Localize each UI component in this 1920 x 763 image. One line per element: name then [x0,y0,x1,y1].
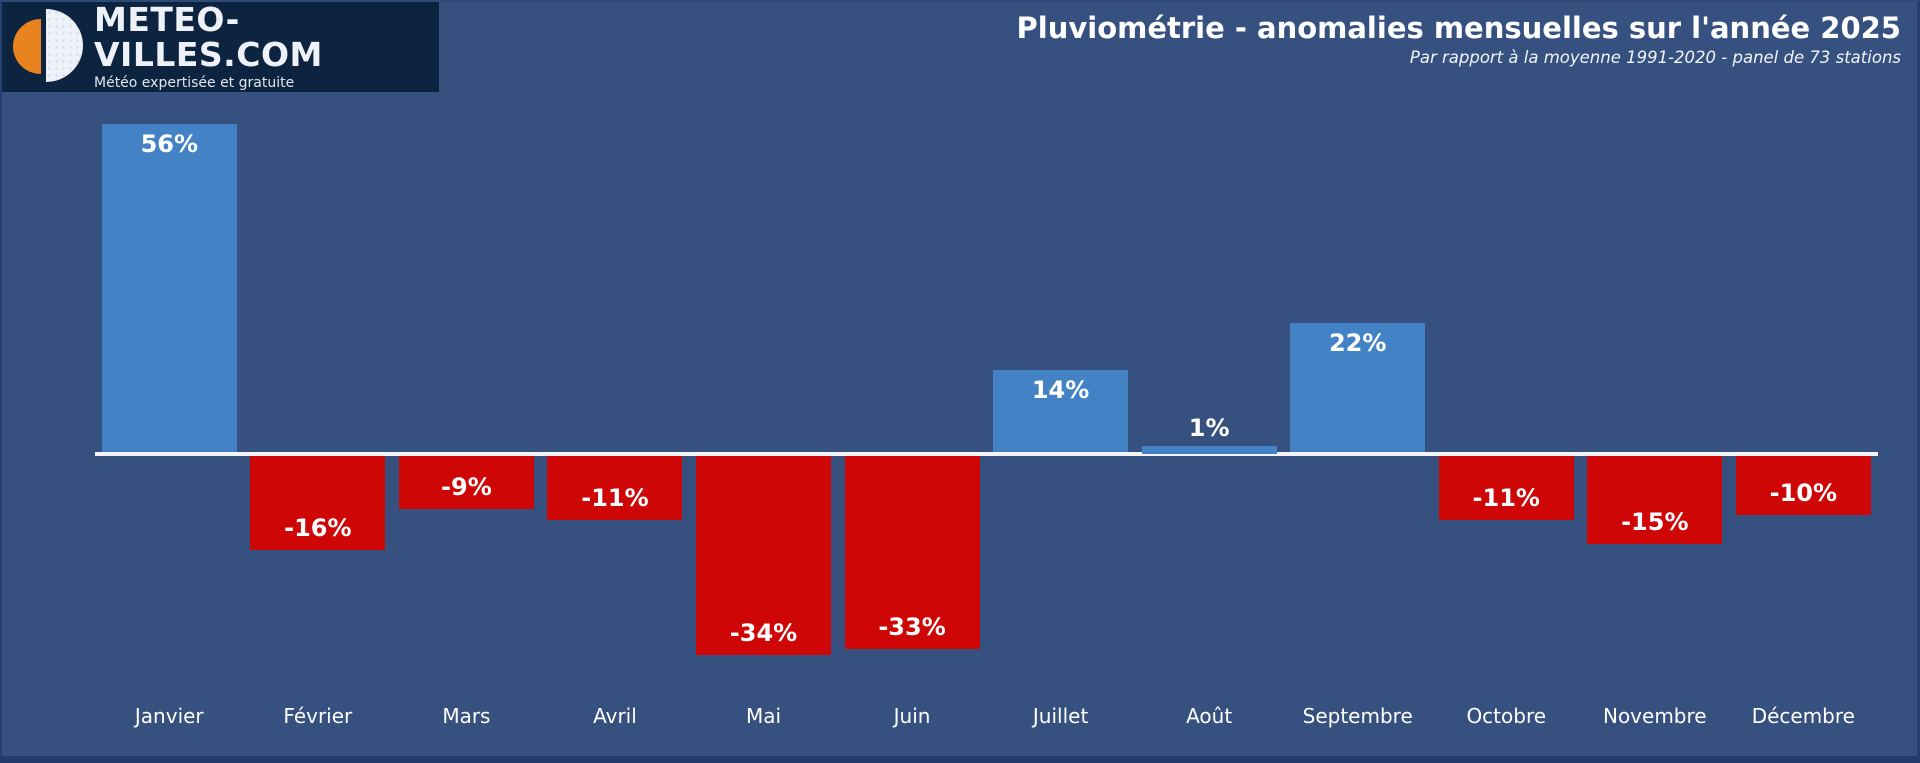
logo-white-halfcircle-icon [46,9,83,82]
month-label-aout: Août [1186,704,1233,728]
month-label-juillet: Juillet [1032,704,1089,728]
bar-value-label-juillet: 14% [1031,376,1090,404]
meteo-villes-logo-icon [2,2,94,92]
bar-value-label-mars: -9% [441,473,492,501]
bar-septembre: 22% [1290,323,1426,452]
logo-orange-halfcircle-icon [13,19,41,74]
month-label-decembre: Décembre [1751,704,1855,728]
bar-value-label-septembre: 22% [1328,329,1387,357]
bar-juillet: 14% [993,370,1129,452]
bar-value-label-mai: -34% [729,619,798,647]
chart-subtitle: Par rapport à la moyenne 1991-2020 - pan… [1409,48,1901,68]
bar-janvier: 56% [101,124,237,452]
bar-fevrier: -16% [250,456,386,550]
month-label-mars: Mars [442,704,491,728]
month-label-septembre: Septembre [1302,704,1413,728]
chart-title: Pluviométrie - anomalies mensuelles sur … [1016,11,1901,45]
logo-tagline: Météo expertisée et gratuite [94,75,295,92]
bar-mai: -34% [696,456,831,655]
logo-title: METEO-VILLES.COM [94,0,323,74]
bar-octobre: -11% [1438,456,1574,520]
bar-value-label-avril: -11% [581,484,649,512]
month-label-juin: Juin [893,704,931,728]
bar-novembre: -15% [1587,456,1723,544]
month-label-mai: Mai [745,704,782,728]
logo: METEO-VILLES.COM Météo expertisée et gra… [2,2,439,92]
x-axis-line [95,452,1878,456]
bar-value-label-decembre: -10% [1769,479,1838,507]
bar-decembre: -10% [1735,456,1871,515]
month-label-avril: Avril [593,704,637,728]
bar-value-label-octobre: -11% [1472,484,1540,512]
bar-aout [1141,446,1277,454]
bar-juin: -33% [844,456,980,649]
bar-value-label-juin: -33% [878,613,946,641]
month-label-novembre: Novembre [1602,704,1707,728]
bar-value-label-novembre: -15% [1621,508,1689,536]
bar-avril: -11% [547,456,683,520]
month-label-octobre: Octobre [1466,704,1547,728]
bar-value-label-janvier: 56% [140,130,199,158]
month-label-fevrier: Février [283,704,353,728]
chart-header: Pluviométrie - anomalies mensuelles sur … [1016,11,1901,68]
bar-value-label-fevrier: -16% [284,514,352,542]
bar-mars: -9% [398,456,534,509]
bar-value-label-aout: 1% [1188,414,1230,442]
month-label-janvier: Janvier [134,704,204,728]
